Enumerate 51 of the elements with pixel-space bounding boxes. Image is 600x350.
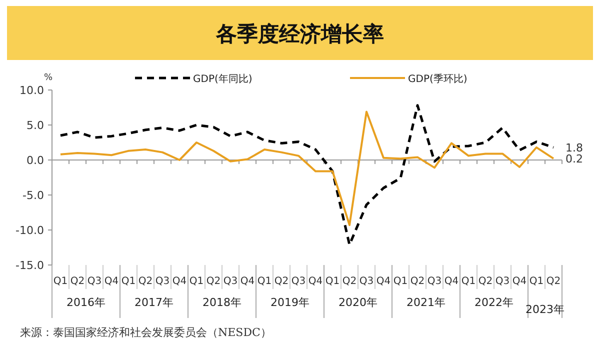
text: 2017年 [134, 296, 174, 309]
text: 2021年 [406, 296, 446, 309]
x-tick-label: Q4 [240, 276, 255, 287]
text: 2020年 [338, 296, 378, 309]
legend-label: GDP(季环比) [408, 73, 468, 85]
text: 2022年 [474, 296, 514, 309]
x-tick-label: Q2 [206, 276, 221, 287]
x-tick-label: Q1 [121, 276, 136, 287]
x-tick-label: Q1 [461, 276, 476, 287]
text: 2016年 [66, 296, 106, 309]
y-tick-label: 5.0 [26, 119, 44, 132]
y-tick-label: 10.0 [20, 84, 44, 97]
data-label: 0.2 [566, 152, 583, 166]
x-tick-label: Q2 [342, 276, 357, 287]
x-tick-label: Q3 [155, 276, 170, 287]
y-tick-label: -10.0 [16, 224, 44, 237]
x-tick-label: Q2 [478, 276, 493, 287]
x-tick-label: Q2 [274, 276, 289, 287]
x-tick-label: Q4 [444, 276, 459, 287]
x-tick-label: Q3 [291, 276, 306, 287]
x-tick-label: Q1 [325, 276, 340, 287]
y-tick-label: 0.0 [26, 154, 44, 167]
y-tick-label: -5.0 [22, 189, 44, 202]
x-tick-label: Q4 [376, 276, 391, 287]
x-tick-label: Q1 [53, 276, 68, 287]
y-axis-title: % [44, 73, 53, 83]
x-tick-label: Q4 [512, 276, 527, 287]
x-tick-label: Q3 [359, 276, 374, 287]
x-tick-label: Q2 [410, 276, 425, 287]
x-tick-label: Q4 [104, 276, 119, 287]
x-tick-label: Q2 [546, 276, 561, 287]
x-tick-label: Q4 [172, 276, 187, 287]
x-tick-label: Q3 [495, 276, 510, 287]
data-label: 1.8 [566, 141, 583, 154]
legend-label: GDP(年同比) [193, 73, 252, 85]
x-tick-label: Q2 [138, 276, 153, 287]
text: 2018年 [202, 296, 242, 309]
x-tick-label: Q1 [189, 276, 204, 287]
y-tick-label: -15.0 [16, 259, 44, 272]
text: 2023年 [526, 303, 564, 316]
x-tick-label: Q3 [87, 276, 102, 287]
x-tick-label: Q3 [427, 276, 442, 287]
chart-title: 各季度经济增长率 [215, 22, 384, 46]
x-tick-label: Q2 [70, 276, 85, 287]
x-tick-label: Q4 [308, 276, 323, 287]
text: 2019年 [270, 296, 310, 309]
x-tick-label: Q1 [393, 276, 408, 287]
source-note: 来源：泰国国家经济和社会发展委员会（NESDC） [20, 326, 272, 339]
x-tick-label: Q1 [257, 276, 272, 287]
x-tick-label: Q1 [529, 276, 544, 287]
x-tick-label: Q3 [223, 276, 238, 287]
